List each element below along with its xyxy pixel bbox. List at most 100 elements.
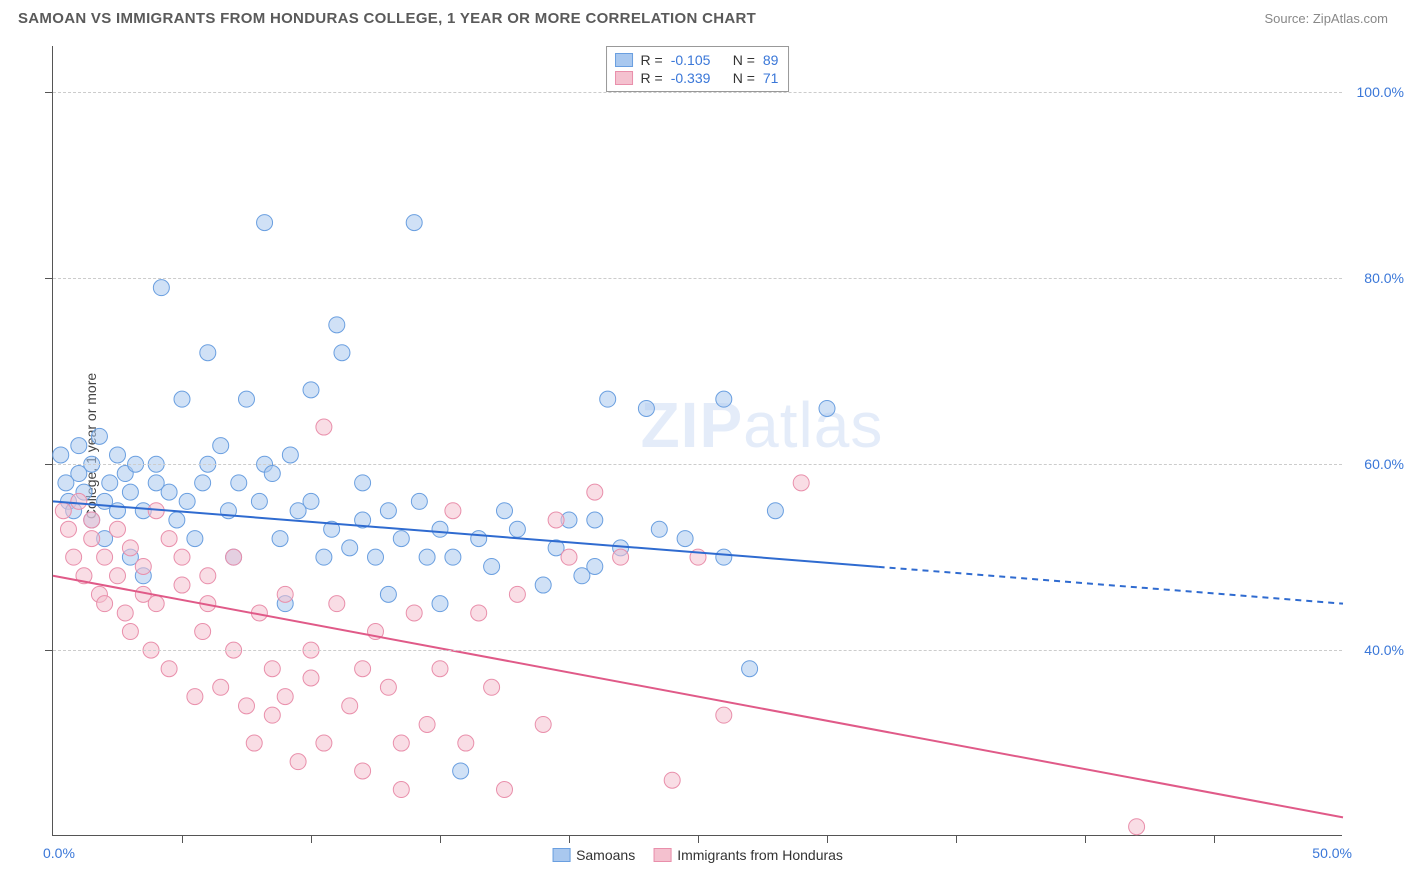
scatter-point [161, 484, 177, 500]
scatter-point [102, 475, 118, 491]
scatter-point [195, 624, 211, 640]
x-tick [1085, 835, 1086, 843]
scatter-point [458, 735, 474, 751]
r-label: R = [641, 70, 663, 86]
scatter-point [638, 400, 654, 416]
scatter-point [716, 707, 732, 723]
scatter-point [122, 484, 138, 500]
scatter-point [587, 484, 603, 500]
scatter-point [445, 503, 461, 519]
chart-title: SAMOAN VS IMMIGRANTS FROM HONDURAS COLLE… [18, 10, 756, 27]
scatter-point [329, 317, 345, 333]
scatter-point [135, 558, 151, 574]
legend-swatch [615, 71, 633, 85]
scatter-point [264, 466, 280, 482]
series-legend: Samoans Immigrants from Honduras [552, 847, 843, 863]
scatter-point [342, 698, 358, 714]
y-axis-tick-label: 40.0% [1364, 642, 1404, 658]
x-axis-min-label: 0.0% [43, 845, 75, 861]
scatter-point [66, 549, 82, 565]
scatter-point [316, 419, 332, 435]
x-tick [1214, 835, 1215, 843]
trend-line-dashed [879, 567, 1343, 604]
legend-swatch [615, 53, 633, 67]
scatter-point [282, 447, 298, 463]
scatter-point [231, 475, 247, 491]
scatter-point [509, 521, 525, 537]
scatter-point [419, 716, 435, 732]
correlation-legend: R =-0.105N =89R =-0.339N =71 [606, 46, 790, 92]
scatter-point [600, 391, 616, 407]
scatter-point [793, 475, 809, 491]
correlation-legend-row: R = -0.339 N = 71 [615, 69, 779, 87]
scatter-point [110, 568, 126, 584]
scatter-point [200, 568, 216, 584]
scatter-point [329, 596, 345, 612]
scatter-point [380, 679, 396, 695]
scatter-point [509, 586, 525, 602]
scatter-point [303, 493, 319, 509]
scatter-point [174, 549, 190, 565]
scatter-point [334, 345, 350, 361]
scatter-point [264, 707, 280, 723]
scatter-point [677, 531, 693, 547]
scatter-point [97, 596, 113, 612]
scatter-point [393, 735, 409, 751]
scatter-point [53, 447, 69, 463]
x-tick [182, 835, 183, 843]
scatter-point [380, 586, 396, 602]
scatter-point [716, 549, 732, 565]
scatter-point [187, 689, 203, 705]
scatter-point [60, 521, 76, 537]
r-value: -0.339 [671, 70, 719, 86]
n-label: N = [733, 70, 755, 86]
scatter-point [169, 512, 185, 528]
n-value: 71 [763, 70, 779, 86]
scatter-point [257, 215, 273, 231]
series-legend-item: Immigrants from Honduras [653, 847, 843, 863]
y-tick [45, 464, 53, 465]
scatter-point [97, 549, 113, 565]
scatter-point [272, 531, 288, 547]
scatter-point [179, 493, 195, 509]
scatter-point [122, 540, 138, 556]
scatter-point [161, 661, 177, 677]
scatter-point [432, 596, 448, 612]
scatter-point [497, 782, 513, 798]
scatter-point [497, 503, 513, 519]
scatter-point [246, 735, 262, 751]
scatter-point [445, 549, 461, 565]
scatter-point [393, 531, 409, 547]
r-label: R = [641, 52, 663, 68]
scatter-point [187, 531, 203, 547]
gridline [53, 650, 1342, 651]
series-legend-item: Samoans [552, 847, 635, 863]
scatter-point [239, 391, 255, 407]
scatter-point [406, 605, 422, 621]
legend-swatch [552, 848, 570, 862]
gridline [53, 278, 1342, 279]
scatter-point [226, 549, 242, 565]
scatter-point [264, 661, 280, 677]
gridline [53, 464, 1342, 465]
x-tick [569, 835, 570, 843]
x-tick [311, 835, 312, 843]
scatter-point [213, 679, 229, 695]
scatter-point [535, 577, 551, 593]
scatter-point [342, 540, 358, 556]
series-legend-label: Samoans [576, 847, 635, 863]
series-legend-label: Immigrants from Honduras [677, 847, 843, 863]
scatter-point [716, 391, 732, 407]
gridline [53, 92, 1342, 93]
scatter-point [432, 521, 448, 537]
scatter-point [153, 280, 169, 296]
scatter-point [368, 549, 384, 565]
scatter-point [200, 345, 216, 361]
scatter-point [303, 670, 319, 686]
scatter-point [174, 577, 190, 593]
scatter-point [819, 400, 835, 416]
scatter-point [251, 493, 267, 509]
scatter-point [651, 521, 667, 537]
scatter-point [406, 215, 422, 231]
trend-line [53, 576, 1343, 818]
